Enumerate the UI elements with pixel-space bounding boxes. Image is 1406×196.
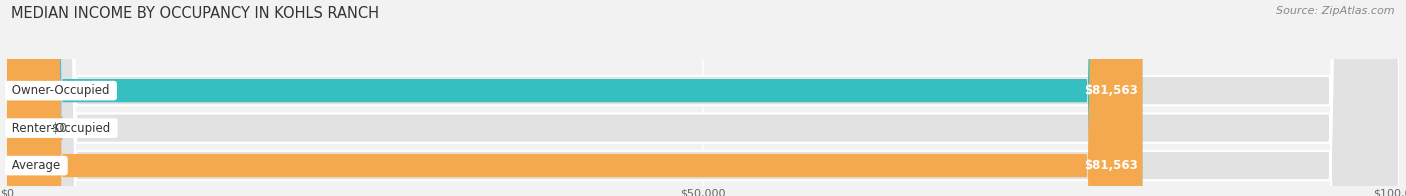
FancyBboxPatch shape [7, 0, 1142, 196]
FancyBboxPatch shape [7, 0, 1399, 196]
Text: Renter-Occupied: Renter-Occupied [8, 122, 114, 135]
Text: $81,563: $81,563 [1084, 84, 1139, 97]
FancyBboxPatch shape [7, 0, 1399, 196]
FancyBboxPatch shape [7, 0, 1399, 196]
Text: MEDIAN INCOME BY OCCUPANCY IN KOHLS RANCH: MEDIAN INCOME BY OCCUPANCY IN KOHLS RANC… [11, 6, 380, 21]
Text: Owner-Occupied: Owner-Occupied [8, 84, 114, 97]
FancyBboxPatch shape [7, 0, 1142, 196]
FancyBboxPatch shape [0, 0, 63, 196]
Text: Source: ZipAtlas.com: Source: ZipAtlas.com [1277, 6, 1395, 16]
Text: $81,563: $81,563 [1084, 159, 1139, 172]
Text: Average: Average [8, 159, 65, 172]
Text: $0: $0 [52, 122, 66, 135]
